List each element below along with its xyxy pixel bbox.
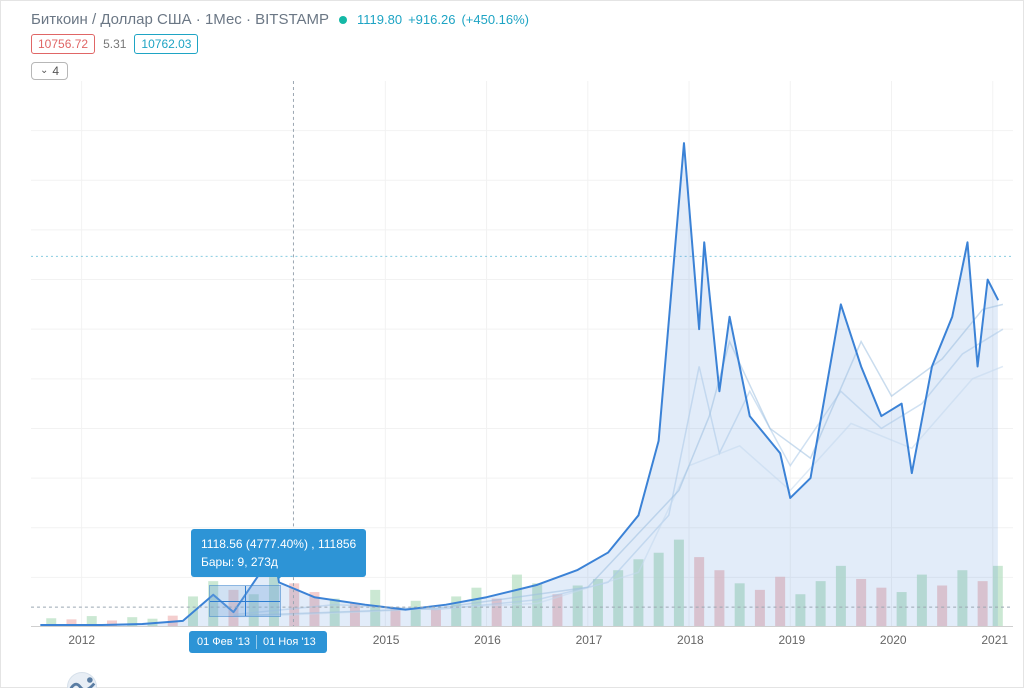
price-low-pill: 10756.72	[31, 34, 95, 54]
x-axis: 2012 2015 2016 2017 2018 2019 2020 2021 01 Фев '…	[31, 626, 1013, 687]
plot-svg	[31, 81, 1013, 627]
chart-header: Биткоин / Доллар США · 1Мес · BITSTAMP 1…	[31, 11, 1013, 71]
dropdown-value: 4	[52, 64, 59, 78]
selection-box[interactable]	[209, 585, 281, 617]
tooltip-line-2: Бары: 9, 273д	[201, 553, 356, 571]
stat-change-abs: +916.26	[408, 12, 455, 27]
selection-cross-h	[210, 601, 280, 602]
tooltip-line-1: 1118.56 (4777.40%) , 111856	[201, 535, 356, 553]
chevron-down-icon: ⌄	[40, 65, 48, 76]
chart-title-line: Биткоин / Доллар США · 1Мес · BITSTAMP 1…	[31, 11, 1013, 28]
chart-title: Биткоин / Доллар США · 1Мес · BITSTAMP	[31, 11, 329, 28]
stat-change-pct: (+450.16%)	[461, 12, 529, 27]
x-tick: 2021	[981, 633, 1008, 647]
x-tick: 2018	[677, 633, 704, 647]
x-axis-ticks: 2012 2015 2016 2017 2018 2019 2020 2021 01 Фев '…	[31, 627, 1013, 655]
plot-area[interactable]: 1118.56 (4777.40%) , 111856 Бары: 9, 273…	[31, 81, 1013, 627]
chart-container: Биткоин / Доллар США · 1Мес · BITSTAMP 1…	[0, 0, 1024, 688]
x-tick: 2016	[474, 633, 501, 647]
x-tick: 2017	[576, 633, 603, 647]
x-tick: 2019	[778, 633, 805, 647]
measure-tooltip: 1118.56 (4777.40%) , 111856 Бары: 9, 273…	[191, 529, 366, 577]
stat-price: 1119.80	[357, 12, 402, 27]
x-range-label[interactable]: 01 Фев '13 01 Ноя '13	[189, 631, 327, 653]
price-spread: 5.31	[103, 37, 126, 51]
range-from: 01 Фев '13	[197, 636, 250, 648]
ohlc-row: 10756.72 5.31 10762.03	[31, 34, 1013, 54]
price-stats: 1119.80 +916.26 (+450.16%)	[357, 12, 529, 27]
price-high-pill: 10762.03	[134, 34, 198, 54]
range-to: 01 Ноя '13	[263, 636, 316, 648]
x-tick: 2015	[373, 633, 400, 647]
market-status-dot	[339, 16, 347, 24]
indicator-row: ⌄ 4	[31, 60, 1013, 80]
indicator-dropdown[interactable]: ⌄ 4	[31, 62, 68, 80]
x-tick: 2012	[68, 633, 95, 647]
x-tick: 2020	[880, 633, 907, 647]
